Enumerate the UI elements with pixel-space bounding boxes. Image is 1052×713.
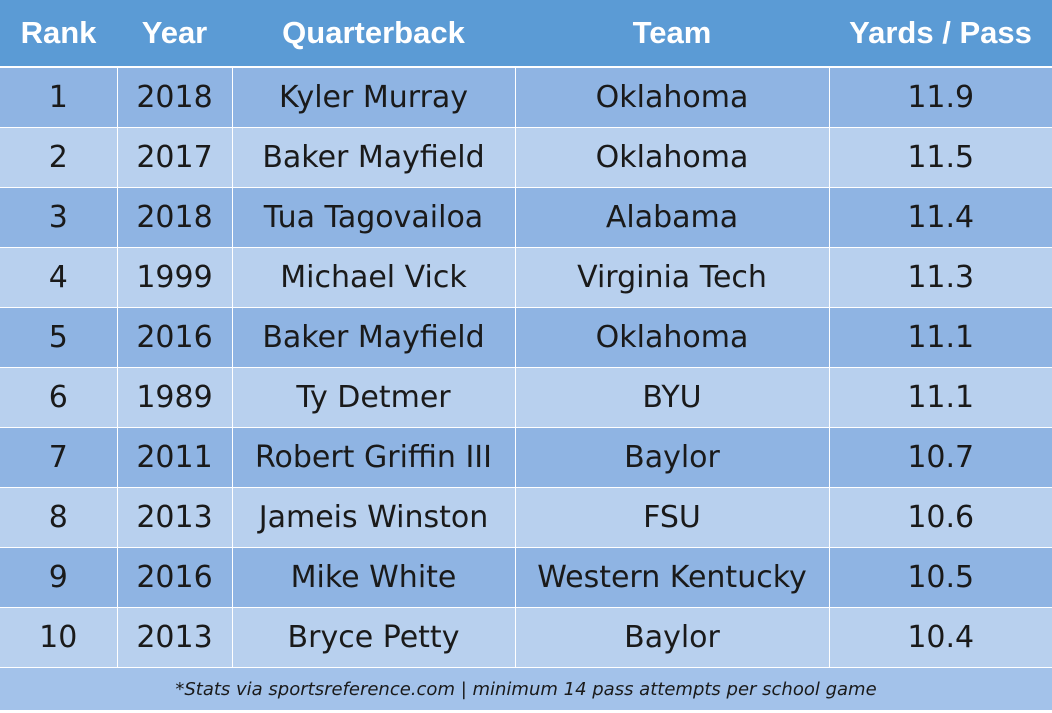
header-yards-per-pass: Yards / Pass: [829, 0, 1052, 68]
cell-team: Baylor: [515, 607, 830, 668]
cell-yards-per-pass: 11.4: [829, 187, 1052, 248]
cell-yards-per-pass: 10.6: [829, 487, 1052, 548]
cell-year: 2013: [117, 607, 233, 668]
header-quarterback: Quarterback: [232, 0, 515, 68]
cell-year: 2013: [117, 487, 233, 548]
cell-yards-per-pass: 11.5: [829, 127, 1052, 188]
cell-quarterback: Jameis Winston: [232, 487, 516, 548]
table-row: 10 2013 Bryce Petty Baylor 10.4: [0, 607, 1052, 668]
cell-quarterback: Michael Vick: [232, 247, 516, 308]
cell-yards-per-pass: 10.7: [829, 427, 1052, 488]
cell-team: FSU: [515, 487, 830, 548]
cell-quarterback: Baker Mayfield: [232, 307, 516, 368]
cell-yards-per-pass: 11.1: [829, 367, 1052, 428]
header-row: Rank Year Quarterback Team Yards / Pass: [0, 0, 1052, 68]
cell-year: 2016: [117, 547, 233, 608]
table-row: 9 2016 Mike White Western Kentucky 10.5: [0, 547, 1052, 608]
cell-team: Oklahoma: [515, 67, 830, 128]
cell-year: 1989: [117, 367, 233, 428]
footnote: *Stats via sportsreference.com | minimum…: [0, 667, 1052, 710]
cell-rank: 8: [0, 487, 118, 548]
table-row: 2 2017 Baker Mayfield Oklahoma 11.5: [0, 127, 1052, 188]
table-row: 8 2013 Jameis Winston FSU 10.6: [0, 487, 1052, 548]
cell-rank: 5: [0, 307, 118, 368]
cell-quarterback: Baker Mayfield: [232, 127, 516, 188]
cell-year: 2011: [117, 427, 233, 488]
table-row: 4 1999 Michael Vick Virginia Tech 11.3: [0, 247, 1052, 308]
cell-team: Western Kentucky: [515, 547, 830, 608]
cell-team: Oklahoma: [515, 127, 830, 188]
cell-quarterback: Bryce Petty: [232, 607, 516, 668]
cell-rank: 4: [0, 247, 118, 308]
footnote-row: *Stats via sportsreference.com | minimum…: [0, 667, 1052, 710]
table-row: 1 2018 Kyler Murray Oklahoma 11.9: [0, 67, 1052, 128]
cell-yards-per-pass: 10.5: [829, 547, 1052, 608]
cell-rank: 3: [0, 187, 118, 248]
cell-quarterback: Tua Tagovailoa: [232, 187, 516, 248]
cell-rank: 6: [0, 367, 118, 428]
cell-quarterback: Robert Griffin III: [232, 427, 516, 488]
header-rank: Rank: [0, 0, 117, 68]
cell-quarterback: Ty Detmer: [232, 367, 516, 428]
cell-rank: 7: [0, 427, 118, 488]
cell-yards-per-pass: 11.1: [829, 307, 1052, 368]
cell-team: Alabama: [515, 187, 830, 248]
cell-yards-per-pass: 10.4: [829, 607, 1052, 668]
cell-quarterback: Mike White: [232, 547, 516, 608]
cell-rank: 2: [0, 127, 118, 188]
header-team: Team: [515, 0, 829, 68]
cell-rank: 9: [0, 547, 118, 608]
cell-yards-per-pass: 11.3: [829, 247, 1052, 308]
cell-quarterback: Kyler Murray: [232, 67, 516, 128]
cell-team: Oklahoma: [515, 307, 830, 368]
cell-rank: 1: [0, 67, 118, 128]
cell-year: 2018: [117, 67, 233, 128]
cell-year: 2016: [117, 307, 233, 368]
table-row: 5 2016 Baker Mayfield Oklahoma 11.1: [0, 307, 1052, 368]
cell-yards-per-pass: 11.9: [829, 67, 1052, 128]
table-row: 6 1989 Ty Detmer BYU 11.1: [0, 367, 1052, 428]
header-year: Year: [117, 0, 232, 68]
table-header: Rank Year Quarterback Team Yards / Pass: [0, 0, 1052, 68]
cell-rank: 10: [0, 607, 118, 668]
cell-year: 2018: [117, 187, 233, 248]
table-footer: *Stats via sportsreference.com | minimum…: [0, 667, 1052, 710]
table-row: 7 2011 Robert Griffin III Baylor 10.7: [0, 427, 1052, 488]
cell-team: BYU: [515, 367, 830, 428]
cell-year: 2017: [117, 127, 233, 188]
table-body: 1 2018 Kyler Murray Oklahoma 11.9 2 2017…: [0, 67, 1052, 668]
cell-team: Virginia Tech: [515, 247, 830, 308]
cell-team: Baylor: [515, 427, 830, 488]
cell-year: 1999: [117, 247, 233, 308]
table-row: 3 2018 Tua Tagovailoa Alabama 11.4: [0, 187, 1052, 248]
